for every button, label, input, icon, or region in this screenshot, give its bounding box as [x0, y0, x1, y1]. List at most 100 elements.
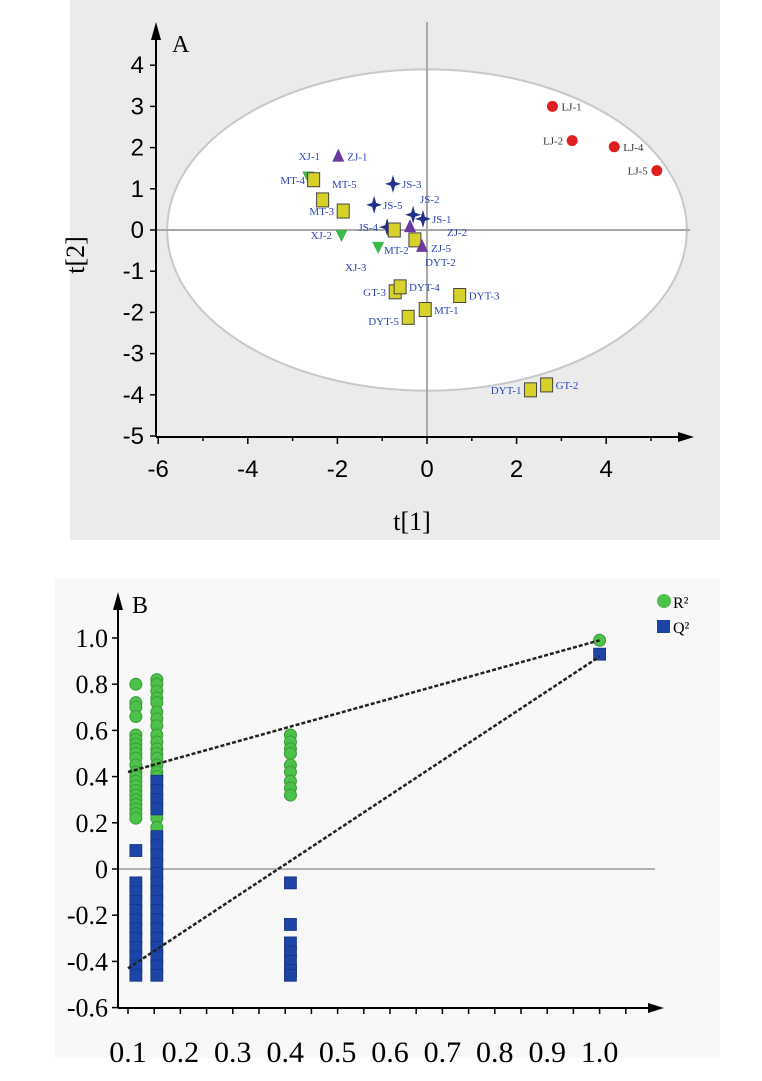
point-label: GT-3 — [363, 287, 386, 299]
panel-b-label: B — [132, 593, 148, 619]
point-label: LJ-1 — [561, 101, 581, 113]
point-dyt-2 — [408, 232, 422, 248]
point-label: JS-5 — [383, 200, 403, 212]
point-label: JS-4 — [358, 222, 378, 234]
panel-a-label: A — [172, 32, 190, 58]
y-tick-label-a: -2 — [123, 299, 144, 326]
point-label: JS-2 — [420, 194, 440, 206]
regression-line-q2 — [127, 655, 601, 970]
y-axis-arrow-b — [113, 592, 123, 610]
point-zj-2 — [403, 219, 416, 233]
y-axis-label-a: t[2] — [61, 236, 90, 274]
point-label: ZJ-1 — [347, 152, 367, 164]
legend-q2-label: Q² — [673, 620, 690, 637]
point-mt-2 — [387, 222, 401, 238]
point-mt-1 — [418, 302, 432, 318]
y-tick-label-b: 0.8 — [76, 670, 109, 699]
point-label: XJ-2 — [311, 230, 332, 242]
y-tick-label-b: 1.0 — [76, 624, 109, 653]
y-tick-label-a: 2 — [131, 135, 144, 162]
point-lj-5 — [650, 164, 664, 178]
q2-point — [150, 802, 164, 816]
point-label: ZJ-2 — [447, 227, 467, 239]
r2-point — [129, 811, 143, 825]
point-mt-4 — [307, 172, 321, 188]
point-dyt-3 — [453, 288, 467, 304]
point-label: DYT-3 — [469, 291, 500, 303]
x-tick-label-a: -6 — [148, 456, 169, 483]
point-label: XJ-1 — [299, 151, 320, 163]
panel-b: 0.1 0.2 0.3 0.4 0.5 0.6 0.7 0.8 0.9 1.0 1.0 0.8 0.6 0… — [55, 578, 720, 1069]
point-gt-2 — [540, 377, 554, 393]
point-js-1 — [414, 209, 431, 228]
point-mt-5 — [316, 192, 330, 208]
y-tick-label-b: -0.2 — [67, 901, 108, 930]
y-tick-label-b: -0.4 — [67, 947, 108, 976]
r2-point — [129, 677, 143, 691]
x-tick-label-a: 2 — [510, 456, 523, 483]
y-axis-arrow-a — [151, 22, 161, 40]
y-tick-label-a: 0 — [131, 217, 144, 244]
r2-point — [283, 788, 297, 802]
point-zj-5 — [416, 238, 429, 252]
legend-r2-marker — [657, 594, 671, 608]
r2-point — [129, 710, 143, 724]
x-tick-label-b: 0.7 — [424, 1036, 462, 1069]
point-label: JS-1 — [432, 214, 452, 226]
point-label: MT-1 — [434, 305, 459, 317]
x-axis-label-a: t[1] — [393, 507, 431, 536]
y-tick-label-a: 3 — [131, 93, 144, 120]
point-dyt-5 — [401, 309, 415, 325]
point-lj-1 — [545, 99, 559, 113]
y-tick-label-a: -3 — [123, 341, 144, 368]
y-tick-label-b: 0.2 — [76, 809, 109, 838]
point-dyt-4 — [393, 279, 407, 295]
y-tick-label-b: -0.6 — [67, 994, 108, 1023]
point-js-5 — [366, 195, 383, 214]
legend-q2-marker — [657, 620, 670, 633]
y-tick-label-b: 0 — [95, 855, 108, 884]
panel-a: -6 -4 -2 0 2 4 4 3 2 1 0 -1 -2 -3 -4 -5 LJ-1 LJ-2 LJ-4 LJ-5… — [70, 0, 720, 540]
y-tick-label-a: -1 — [123, 258, 144, 285]
point-label: DYT-5 — [368, 316, 399, 328]
q2-point — [284, 876, 297, 890]
q2-point — [129, 968, 143, 982]
x-axis-arrow-b — [648, 1003, 664, 1013]
y-tick-label-a: -5 — [123, 423, 144, 450]
point-xj-2 — [335, 229, 348, 242]
point-label: MT-5 — [332, 179, 357, 191]
point-mt-3 — [336, 203, 350, 219]
r2-point — [283, 747, 297, 760]
y-tick-label-b: 0.4 — [76, 763, 109, 792]
q2-point — [284, 968, 297, 982]
y-tick-label-a: -4 — [123, 382, 144, 409]
x-tick-label-a: -2 — [327, 456, 348, 483]
x-tick-label-b: 0.4 — [266, 1036, 304, 1069]
point-label: DYT-2 — [425, 257, 456, 269]
x-tick-label-b: 1.0 — [581, 1036, 619, 1069]
point-label: GT-2 — [556, 380, 579, 392]
point-label: DYT-4 — [409, 282, 440, 294]
point-label: ZJ-5 — [431, 243, 452, 255]
panel-b-background — [55, 578, 720, 1058]
point-label: JS-3 — [402, 179, 422, 191]
regression-line-r2 — [127, 639, 600, 774]
x-tick-label-b: 0.5 — [319, 1036, 357, 1069]
point-js-2 — [405, 205, 422, 224]
point-label: LJ-5 — [628, 166, 649, 178]
y-tick-label-a: 1 — [131, 176, 144, 203]
q2-point — [129, 844, 143, 857]
point-label: MT-3 — [309, 206, 334, 218]
x-tick-label-a: 4 — [600, 456, 613, 483]
x-axis-arrow-a — [678, 432, 694, 442]
point-label: MT-4 — [280, 175, 305, 187]
point-lj-4 — [607, 140, 621, 154]
point-label: XJ-3 — [345, 262, 367, 274]
q2-point — [593, 647, 606, 661]
x-tick-label-b: 0.1 — [109, 1036, 147, 1069]
point-dyt-1 — [523, 382, 537, 398]
q2-point — [284, 918, 297, 931]
point-label: LJ-2 — [543, 136, 563, 148]
y-tick-label-b: 0.6 — [76, 716, 109, 745]
